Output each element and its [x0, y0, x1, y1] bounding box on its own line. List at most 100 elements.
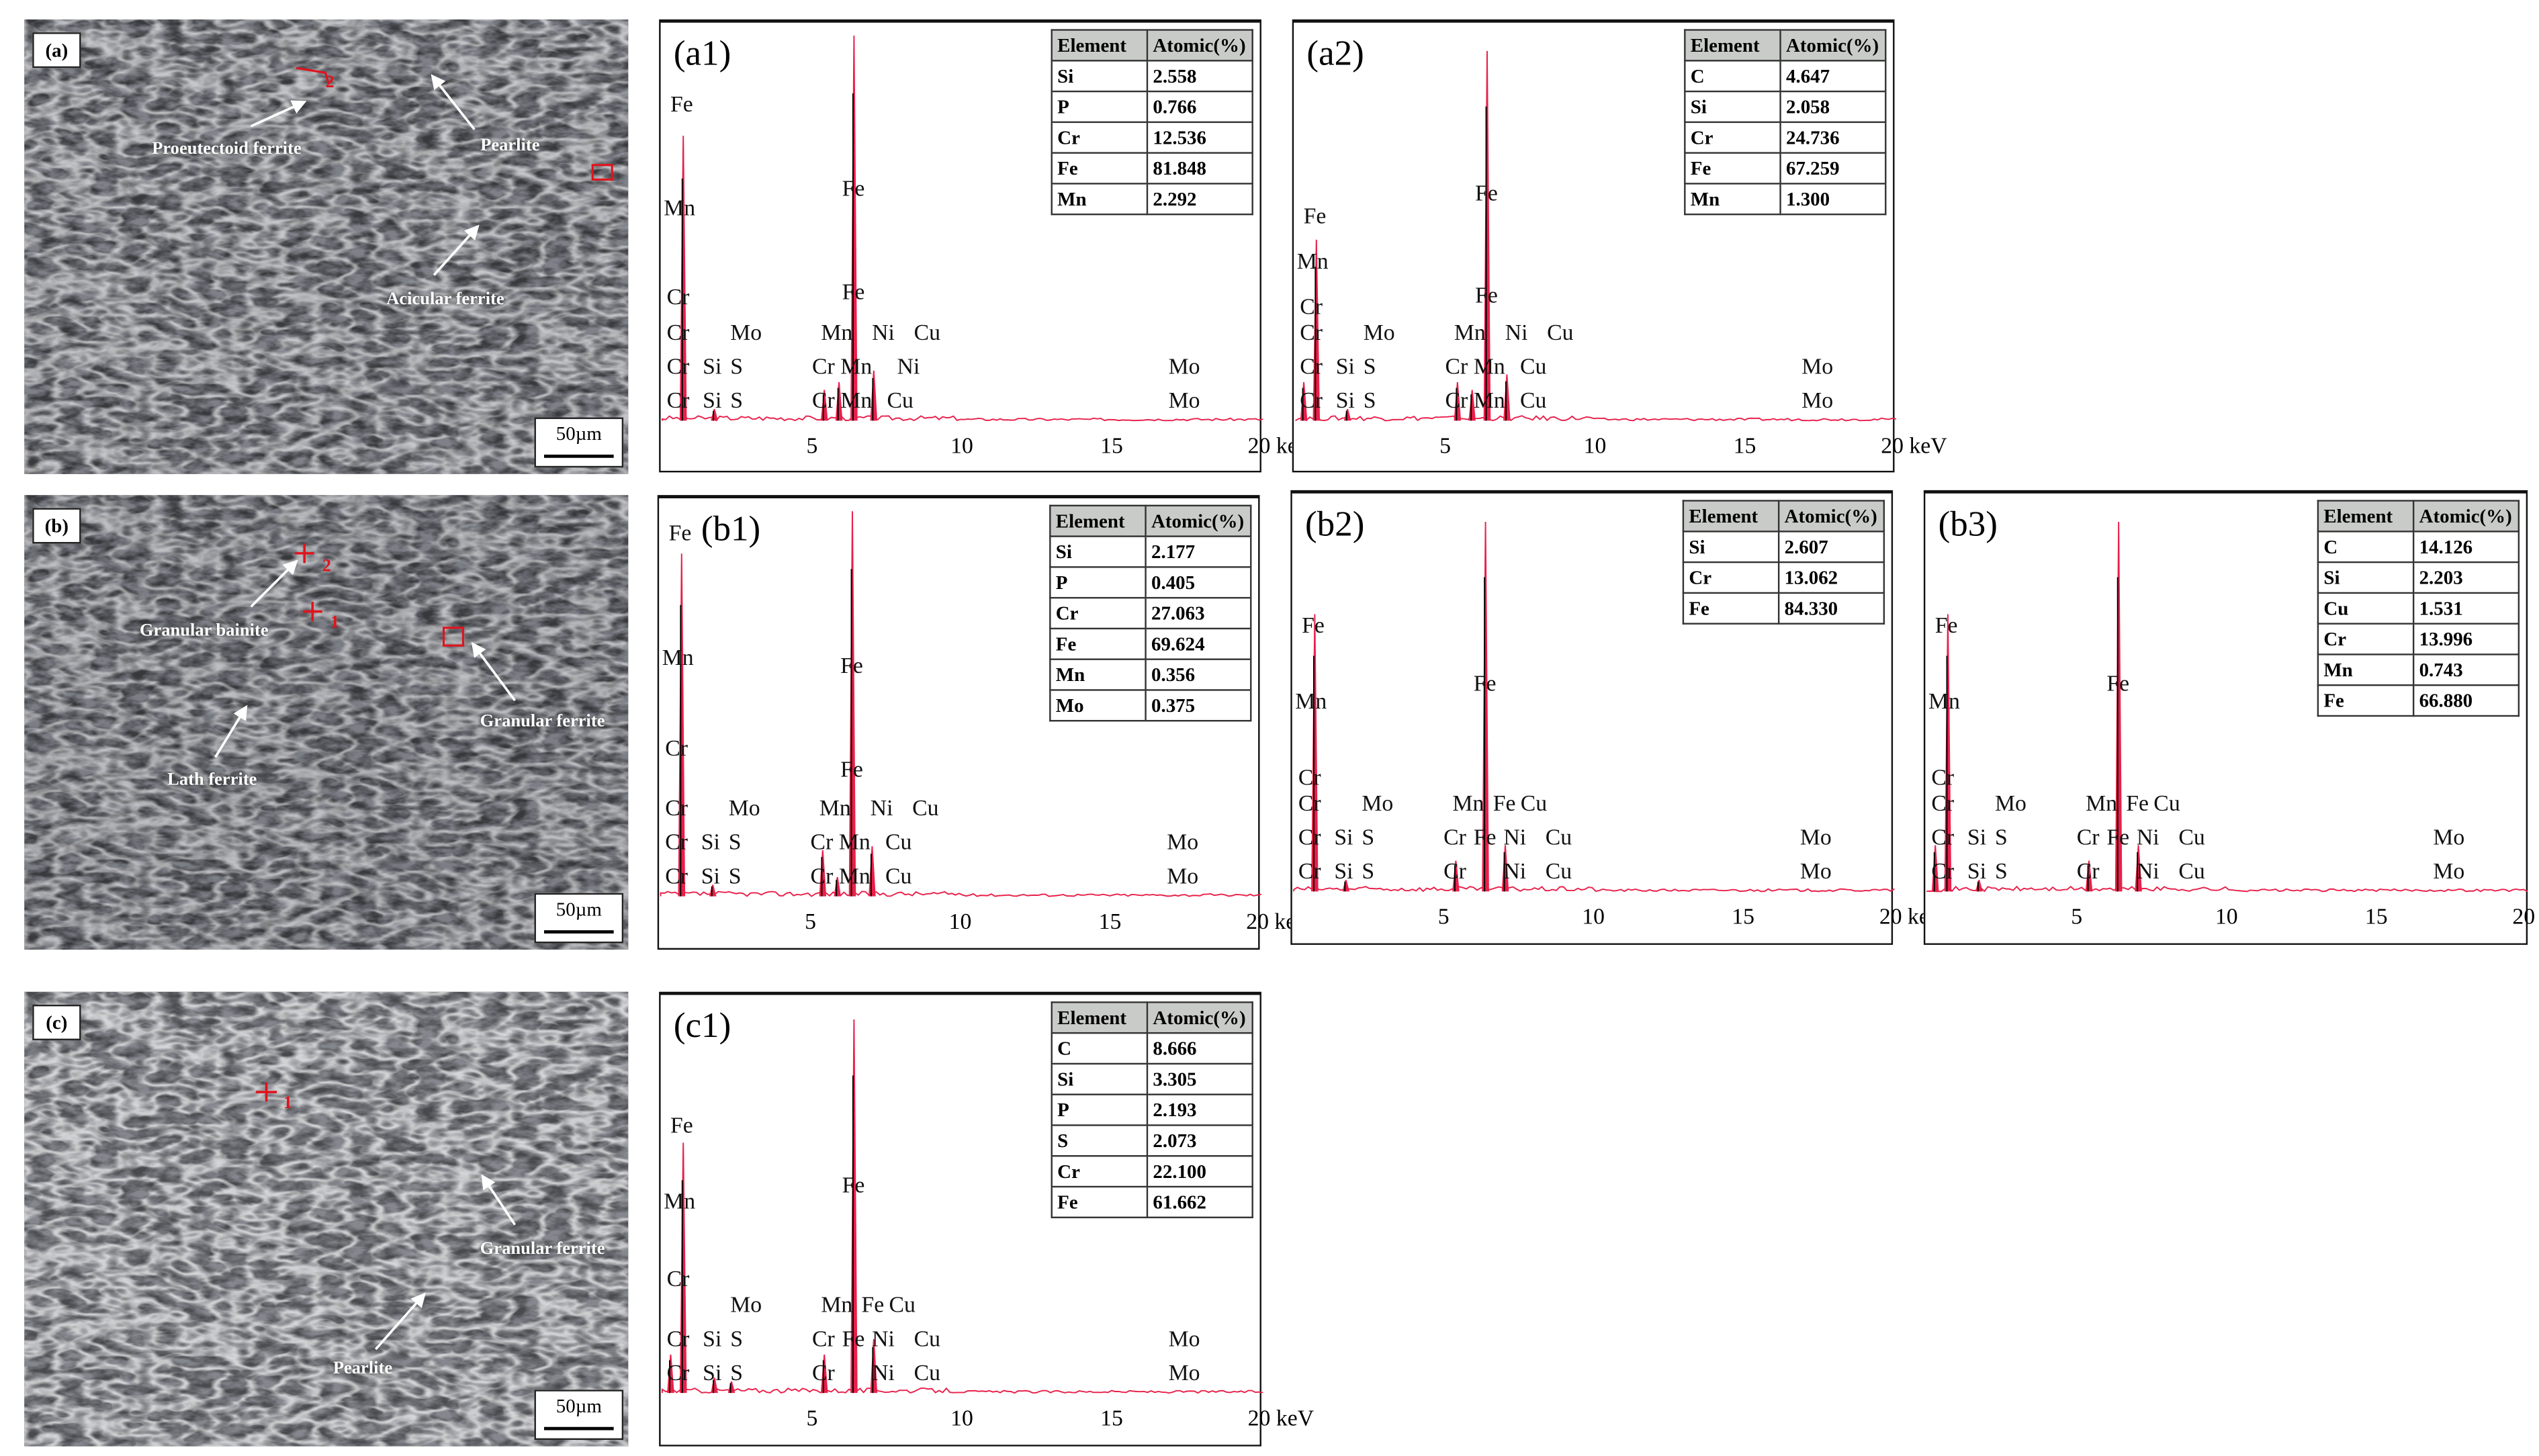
peak-label: Fe [840, 758, 863, 783]
table-row: Fe 81.848 [1051, 152, 1253, 185]
table-cell: 24.736 [1779, 121, 1887, 154]
spectrum-peak [679, 136, 687, 421]
peak-label: Fe [668, 522, 692, 547]
table-cell: 0.356 [1145, 658, 1252, 691]
panel-tag: (b) [32, 508, 81, 544]
peak-label: Fe [2106, 673, 2130, 698]
table-row: Mn 0.743 [2317, 653, 2520, 686]
table-row: Fe 61.662 [1051, 1185, 1253, 1218]
peak-label: Mn [2086, 792, 2117, 817]
peak-label: Cr [666, 1362, 690, 1387]
sem-micrograph-a [24, 19, 629, 474]
peak-label: Si [1335, 390, 1355, 414]
peak-label: Mo [2433, 826, 2465, 852]
spectrum-baseline [660, 891, 1261, 897]
peak-label: Mo [1994, 792, 2026, 817]
table-cell: 13.062 [1777, 561, 1885, 594]
peak-label: Cr [2076, 826, 2100, 852]
panel-title: (b2) [1305, 503, 1365, 544]
table-cell: Mn [1049, 658, 1147, 691]
peak-label: Fe [840, 655, 863, 680]
peak-label: Mn [819, 797, 851, 822]
peak-label: Si [701, 865, 720, 890]
peak-label: S [1363, 390, 1376, 414]
table-cell: 22.100 [1146, 1155, 1253, 1188]
peak-label: Fe [1475, 183, 1498, 208]
scale-bar-label: 50µm [555, 422, 602, 445]
table-cell: P [1051, 90, 1149, 124]
peak-label: Cu [1545, 826, 1572, 852]
table-cell: 1.531 [2412, 592, 2520, 625]
peak-label: Mn [1452, 792, 1484, 817]
x-tick-label: 10 [2215, 906, 2238, 931]
table-cell: Cr [1051, 1155, 1149, 1188]
spectrum-peak [678, 553, 686, 897]
peak-label: Mo [730, 322, 762, 347]
table-cell: 0.766 [1146, 90, 1253, 124]
peak-label: Mn [664, 1191, 696, 1216]
peak-label: Fe [2106, 826, 2130, 852]
table-cell: Fe [1684, 152, 1781, 185]
peak-label: Mn [1295, 690, 1327, 715]
scale-bar: 50µm [534, 1390, 624, 1441]
spectrum-baseline [662, 1387, 1263, 1394]
table-header: Atomic(%) [1146, 29, 1253, 62]
label-granular-bainite: Granular bainite [139, 621, 269, 641]
peak-label: Cr [665, 737, 688, 762]
peak-label: Mo [1801, 355, 1834, 381]
peak-label: Cu [914, 1362, 940, 1387]
table-row: S 2.073 [1051, 1124, 1253, 1157]
scale-bar-label: 50µm [555, 1394, 602, 1418]
table-row: Si 2.058 [1684, 90, 1887, 124]
peak-label: Cu [1545, 860, 1572, 885]
eds-spectrum-b2: (b2) Fe Mn Cr Fe Cr Mo Mn Fe Cu Cr Si S Cr Fe Ni Cu Mo Cr S… [1290, 490, 1945, 945]
peak-label: Cr [1298, 766, 1321, 792]
peak-label: Cr [1931, 860, 1955, 885]
peak-label: S [730, 355, 743, 381]
peak-label: Si [701, 831, 720, 856]
peak-label: Fe [1473, 673, 1497, 698]
x-tick-label: 5 [1437, 906, 1450, 931]
spectrum-peak [1312, 239, 1321, 421]
peak-label: Cr [1300, 355, 1323, 381]
peak-label: Ni [1505, 322, 1528, 347]
red-marker-2 [296, 66, 330, 85]
table-row: Si 2.203 [2317, 561, 2520, 594]
table-cell: Si [1051, 1062, 1149, 1095]
label-pearlite: Pearlite [332, 1359, 393, 1379]
peak-label: Cr [666, 286, 690, 311]
peak-label: Mn [821, 322, 853, 347]
arrow-pearlite [374, 1292, 426, 1351]
peak-label: Cr [1298, 792, 1321, 817]
eds-spectrum-b1: (b1) Fe Mn Cr Fe Fe Cr Mo Mn Ni Cu Cr Si S Cr Mn Cu Mo Cr S… [657, 495, 1312, 950]
spectrum-peak [1501, 845, 1509, 892]
x-tick-label: 20 keV [2512, 906, 2539, 931]
x-tick-label: 5 [806, 435, 818, 460]
peak-label: Fe [1493, 792, 1516, 817]
spectrum-peak [1300, 382, 1308, 421]
eds-spectrum-a1: (a1) Fe Mn Cr Fe Fe Cr Mo Mn Ni Cu Cr Si S Cr Mn Ni Mo Cr S… [659, 19, 1314, 473]
spectrum-peak [870, 370, 878, 421]
peak-label: Cr [811, 1362, 835, 1387]
peak-label: Si [703, 1328, 722, 1353]
table-row: Si 2.607 [1682, 531, 1885, 563]
composition-table: Element Atomic(%) C 14.126 Si 2.203 Cu 1.531 Cr 1… [2317, 500, 2520, 717]
composition-table: Element Atomic(%) C 8.666 Si 3.305 P 2.193 S 2.07… [1051, 1001, 1253, 1218]
table-cell: Si [1051, 60, 1149, 93]
peak-label: Fe [1473, 826, 1497, 852]
peak-label: Cr [811, 355, 835, 381]
spectrum-peak [679, 1142, 687, 1394]
peak-label: Cr [1443, 860, 1466, 885]
table-cell: 67.259 [1779, 152, 1887, 185]
peak-label: Mn [1296, 251, 1329, 275]
table-cell: Cr [1051, 121, 1149, 154]
table-cell: Si [2317, 561, 2415, 594]
peak-label: Si [1967, 826, 1987, 852]
peak-label: Mo [1168, 1328, 1200, 1353]
peak-label: S [1363, 355, 1376, 381]
table-row: Fe 67.259 [1684, 152, 1887, 185]
peak-label: Cr [1298, 826, 1321, 852]
table-header: Atomic(%) [1146, 1001, 1253, 1034]
sem-image-a: (a) Proeutectoid ferrite Pearlite Acicul… [24, 19, 629, 474]
spectrum-peak [1931, 845, 1939, 892]
